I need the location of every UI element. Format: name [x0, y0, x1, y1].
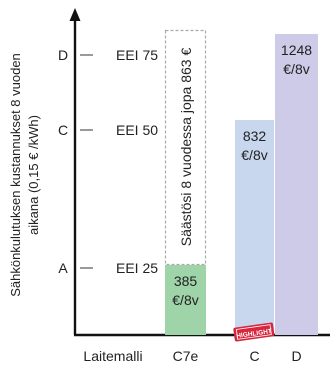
bar-C7e — [165, 265, 206, 335]
category-label: C — [249, 348, 259, 364]
class-tick-label: A — [58, 260, 68, 276]
category-label: C7e — [173, 348, 199, 364]
bar-C — [235, 120, 274, 335]
highlight-badge: HIGHLIGHT — [233, 322, 275, 342]
y-axis-arrow-icon — [69, 8, 81, 21]
bar-value-label: 1248 €/8v — [281, 42, 312, 77]
bar-D — [275, 34, 318, 335]
class-tick-label: C — [58, 122, 68, 138]
class-tick-label: D — [58, 47, 68, 63]
savings-box — [164, 29, 207, 266]
bar-value-label: 385 €/8v — [172, 273, 198, 308]
y-axis-label-line1: Sähkönkulutuksen kustannukset 8 vuoden — [8, 53, 23, 297]
category-label: D — [291, 348, 301, 364]
eei-tick-label: EEI 75 — [116, 47, 158, 63]
eei-tick-label: EEI 25 — [116, 260, 158, 276]
y-axis-label-line2: aikana (0,15 € /kWh) — [26, 115, 41, 235]
badge-label: HIGHLIGHT — [236, 328, 272, 340]
savings-text: Säästösi 8 vuodessa jopa 863 € — [178, 48, 194, 247]
bar-value-label: 832 €/8v — [241, 128, 267, 163]
eei-tick-label: EEI 50 — [116, 122, 158, 138]
x-axis-label: Laitemalli — [83, 348, 142, 364]
